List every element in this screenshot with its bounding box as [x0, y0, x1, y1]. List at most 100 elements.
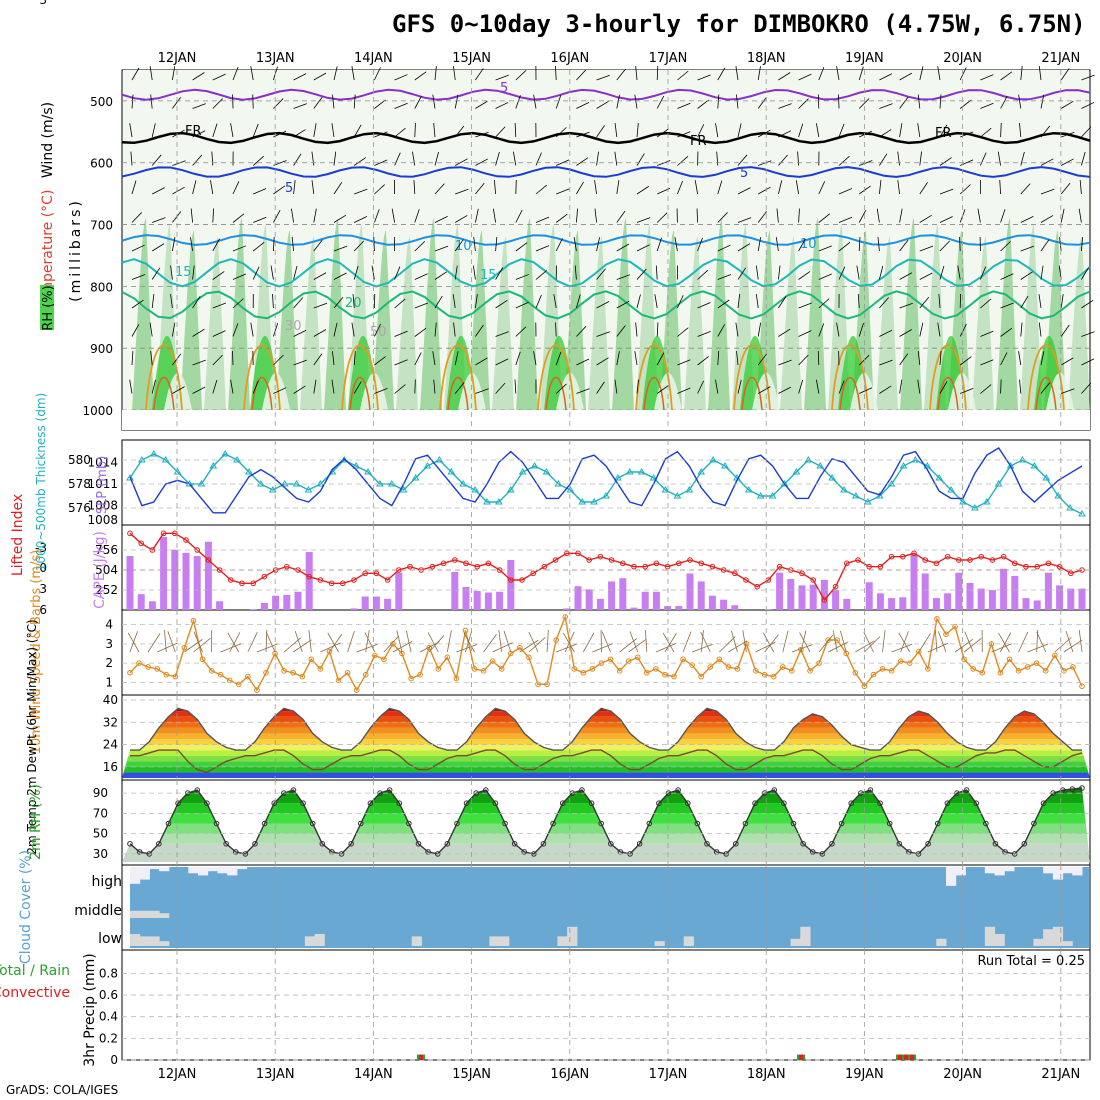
rh-dry-core [654, 372, 682, 410]
wind-barb [232, 298, 244, 309]
rh-marker [194, 787, 201, 793]
hot-isotherm [741, 376, 763, 411]
wind-speed-marker [181, 644, 188, 651]
wind-barb [515, 274, 529, 280]
wind-barb [758, 186, 771, 195]
rh-marker [127, 840, 133, 847]
wind-speed-marker [145, 664, 151, 670]
wind-barb [1000, 240, 1011, 252]
lifted-index-marker [519, 577, 525, 583]
lifted-index-marker [1012, 560, 1018, 567]
rh-band [122, 793, 1090, 804]
wind-barb [954, 638, 974, 653]
rh-dry-core [164, 372, 192, 410]
wind-speed-marker [780, 664, 786, 670]
cloud-bar [139, 936, 150, 946]
wind-barb [210, 180, 214, 195]
wind-barb [492, 208, 496, 223]
wind-speed-marker [254, 687, 260, 693]
wind-barb [353, 351, 356, 366]
wind-barb [313, 72, 327, 81]
wind-barb [434, 245, 449, 252]
wind-barb [514, 379, 517, 394]
rh-band [122, 833, 1090, 844]
cloud-ylabel: Cloud Cover (%) [18, 850, 34, 964]
wind-barb [455, 158, 468, 166]
cape-bar [641, 591, 649, 610]
wind-barb [353, 124, 362, 138]
wind-barb [227, 632, 240, 653]
wind-barb [798, 302, 812, 309]
wind-barb [594, 208, 597, 223]
wind-barb [273, 236, 275, 252]
wind-barb [917, 379, 921, 394]
wind-barb [798, 238, 806, 252]
lifted-index-marker [821, 597, 828, 603]
wind-barb [939, 188, 954, 195]
wind-barb [333, 296, 344, 309]
cloud-level-label: high [91, 874, 122, 890]
cloud-bar [139, 867, 150, 880]
rh-marker [1040, 800, 1047, 807]
panel-precip-frame [121, 949, 1091, 1061]
wind-barb [959, 356, 972, 366]
wind-barb [308, 630, 312, 653]
wind-barb [533, 351, 537, 366]
wind-barb [515, 209, 523, 223]
cloud-bar [207, 867, 218, 872]
wind-barb [170, 265, 173, 280]
wind-barb [172, 237, 176, 252]
wind-barb [1020, 295, 1029, 309]
cloud-bar [411, 936, 422, 946]
wind-barb [374, 388, 388, 394]
cape-bar [260, 602, 268, 610]
rh-shading [780, 236, 802, 410]
cape-bar [563, 608, 571, 610]
rh-marker [733, 840, 739, 847]
wind-barb [352, 294, 355, 309]
wind-speed-marker [372, 652, 378, 659]
wind-barb [899, 302, 913, 309]
isotherm-line [121, 166, 1091, 178]
wind-barb [414, 273, 428, 280]
wind-barb [351, 322, 355, 337]
wind-barb [405, 630, 412, 653]
wind-barb [1081, 299, 1094, 309]
wind-barb [737, 187, 751, 195]
thickness-marker [209, 462, 218, 469]
cape-ylabel: CAPE (J/kg) [92, 531, 108, 609]
wind-speed-marker [480, 668, 487, 674]
wind-barb [555, 351, 562, 366]
wind-barb [555, 238, 563, 252]
hot-isotherm [349, 376, 371, 411]
warm-isotherm [341, 344, 379, 411]
wind-barb [495, 331, 509, 337]
wind-barb [717, 67, 726, 81]
lifted-index-marker [407, 563, 413, 570]
wind-barb [453, 66, 456, 81]
wind-barb [1040, 125, 1050, 138]
rh-shading [900, 218, 922, 410]
upper-legend-rh: RH (%) [41, 285, 56, 330]
warm-isotherm [439, 344, 477, 411]
wind-barb [576, 102, 590, 109]
bottom-day-label: 12JAN [158, 1067, 197, 1082]
wind-barb [1020, 151, 1025, 166]
panel-thickness-frame [121, 439, 1091, 526]
wind-barb [614, 379, 618, 394]
wind-barb [192, 386, 206, 394]
wind-barb [212, 208, 215, 223]
pressure-tick-label: 800 [90, 280, 113, 294]
cloud-bar [1043, 867, 1054, 874]
rh-shading [516, 218, 538, 410]
wind-speed-marker [607, 656, 614, 663]
cape-bar [988, 590, 996, 610]
rh-dry-core [556, 372, 584, 410]
wind-barb [655, 265, 658, 280]
wind-barb [434, 271, 447, 280]
wind-barb [473, 237, 476, 252]
lifted-index-marker [709, 563, 716, 570]
thickness-marker [364, 468, 372, 475]
thickness-marker [161, 456, 170, 463]
wind-barb [799, 632, 811, 653]
